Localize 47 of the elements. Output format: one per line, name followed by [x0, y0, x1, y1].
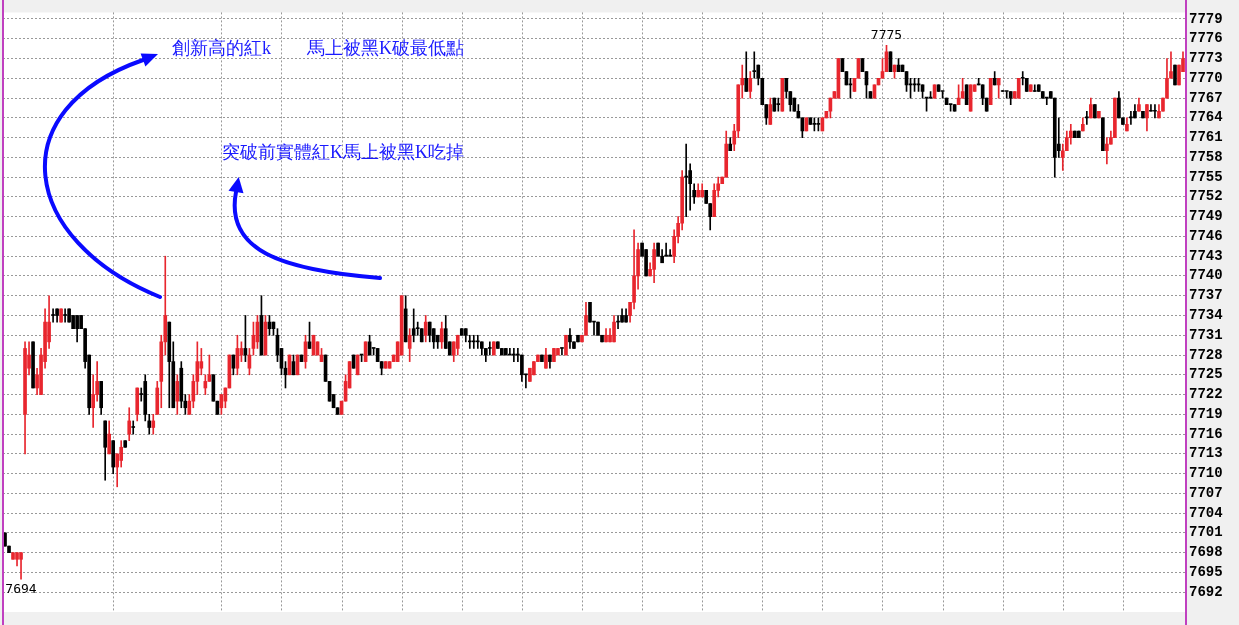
y-tick-label: 7746 — [1189, 227, 1223, 244]
y-tick-label: 7752 — [1189, 188, 1223, 205]
candlestick — [131, 420, 136, 435]
candlestick — [1129, 110, 1133, 125]
candlestick — [51, 308, 55, 323]
candlestick — [560, 347, 564, 356]
candlestick — [487, 341, 492, 356]
y-tick-label: 7758 — [1189, 148, 1223, 165]
y-tick-label: 7728 — [1189, 346, 1223, 363]
y-tick-label: 7776 — [1189, 30, 1223, 47]
candlestick — [1004, 90, 1009, 99]
candlestick — [752, 51, 757, 79]
y-tick-label: 7773 — [1189, 50, 1223, 67]
y-tick-label: 7749 — [1189, 208, 1223, 225]
annotation: 7694 — [5, 580, 37, 596]
y-tick-label: 7725 — [1189, 366, 1223, 383]
y-tick-label: 7764 — [1189, 109, 1223, 126]
y-tick-label: 7734 — [1189, 307, 1223, 324]
annotation: 創新高的紅k 馬上被黑K破最低點 — [172, 37, 464, 60]
annotation: 突破前實體紅K馬上被黑K吃掉 — [222, 141, 464, 164]
y-tick-label: 7716 — [1189, 425, 1223, 442]
y-tick-label: 7692 — [1189, 583, 1223, 600]
candlestick — [1153, 104, 1157, 119]
candlestick — [776, 97, 781, 112]
y-tick-label: 7710 — [1189, 465, 1223, 482]
y-tick-label: 7740 — [1189, 267, 1223, 284]
candlestick — [1149, 104, 1153, 112]
y-tick-label: 7779 — [1189, 10, 1223, 27]
candlestick — [668, 249, 672, 257]
y-tick-label: 7695 — [1189, 564, 1223, 580]
y-tick-label: 7719 — [1189, 405, 1223, 422]
annotation: 7775 — [870, 27, 903, 43]
y-tick-label: 7698 — [1189, 544, 1223, 561]
y-tick-label: 7722 — [1189, 386, 1223, 403]
y-tick-label: 7704 — [1189, 504, 1223, 521]
y-tick-label: 7707 — [1189, 484, 1223, 501]
y-tick-label: 7701 — [1189, 524, 1223, 541]
y-tick-label: 7713 — [1189, 445, 1223, 462]
y-tick-label: 7770 — [1189, 69, 1223, 86]
candlestick — [1085, 110, 1089, 125]
y-tick-label: 7755 — [1189, 168, 1223, 185]
y-tick-label: 7767 — [1189, 89, 1223, 106]
candlestick — [63, 308, 67, 323]
y-tick-label: 7743 — [1189, 247, 1223, 264]
y-tick-label: 7737 — [1189, 287, 1223, 304]
y-tick-label: 7761 — [1189, 129, 1223, 146]
y-tick-label: 7731 — [1189, 326, 1223, 343]
